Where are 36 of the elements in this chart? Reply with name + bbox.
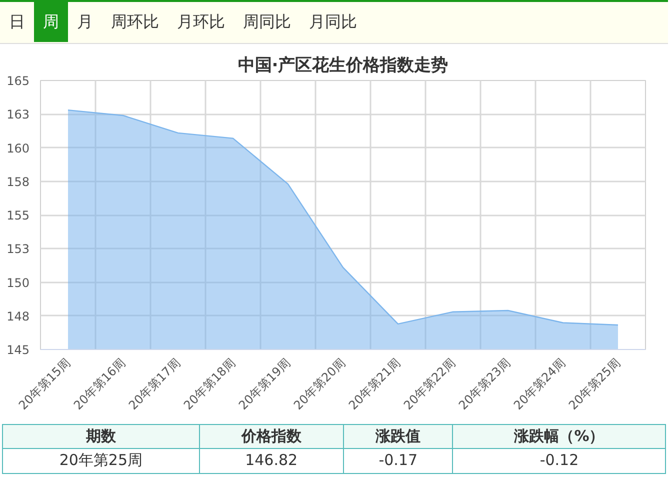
y-tick-label: 163 [6, 108, 30, 122]
text: 期数 [2, 424, 200, 449]
text: 周环比 [110, 11, 160, 33]
text: -0.12 [452, 448, 666, 474]
chart-title: 中国·产区花生价格指数走势 [238, 56, 448, 76]
x-tick-label: 20年第17周 [126, 356, 183, 412]
text: 涨跌值 [343, 424, 453, 449]
y-tick-label: 148 [6, 309, 30, 324]
text: 20年第25周 [2, 448, 200, 474]
text: 周同比 [242, 11, 292, 33]
x-tick-label: 20年第22周 [400, 356, 458, 412]
text: 月环比 [176, 11, 226, 33]
text: 价格指数 [199, 424, 344, 449]
y-tick-label: 160 [6, 141, 30, 156]
y-tick-label: 153 [6, 242, 30, 256]
x-tick-label: 20年第23周 [456, 356, 513, 412]
y-tick-label: 155 [6, 208, 30, 222]
x-tick-label: 20年第24周 [510, 356, 568, 412]
y-tick-label: 158 [6, 174, 30, 189]
text: 月 [76, 11, 94, 33]
text: 涨跌幅（%） [452, 424, 666, 449]
text: 日 [8, 11, 26, 33]
text: 146.82 [199, 448, 344, 474]
y-tick-label: 165 [6, 74, 30, 88]
text: 月同比 [308, 11, 358, 33]
text: -0.17 [343, 448, 453, 474]
x-tick-label: 20年第19周 [236, 356, 293, 412]
x-tick-label: 20年第20周 [290, 356, 348, 412]
x-tick-label: 20年第21周 [346, 356, 403, 412]
y-tick-label: 150 [6, 276, 30, 290]
x-tick-label: 20年第18周 [180, 356, 238, 412]
text: 周 [34, 2, 68, 42]
x-tick-label: 20年第15周 [16, 356, 73, 412]
x-tick-label: 20年第25周 [566, 356, 623, 412]
y-tick-label: 145 [6, 343, 30, 357]
x-tick-label: 20年第16周 [70, 356, 128, 412]
